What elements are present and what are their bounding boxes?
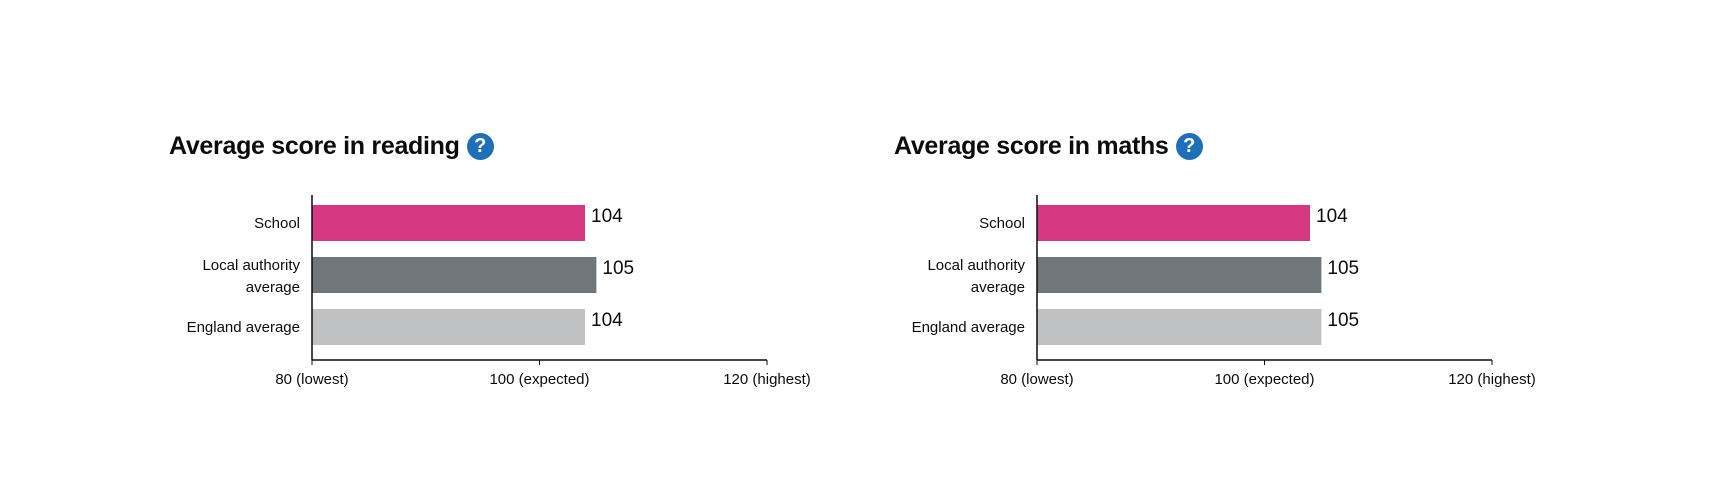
bar [312,309,585,345]
category-label: England average [912,319,1025,336]
category-label: School [254,215,300,232]
reading-chart-panel: Average score in reading ? 104 School 105 L… [169,0,889,496]
bar [1037,309,1322,345]
bar [1037,257,1322,293]
bar [312,257,597,293]
maths-bar-chart: 104 School 105 Local authority average 105 Eng… [912,195,1536,388]
category-label: Local authority [927,257,1025,274]
maths-chart-panel: Average score in maths ? 104 School 105 Loc… [894,0,1614,496]
value-label: 104 [591,206,623,227]
tick-label: 100 (expected) [1214,371,1314,388]
category-label: average [246,279,300,296]
value-label: 105 [602,258,634,279]
bar [1037,205,1310,241]
maths-chart-title: Average score in maths ? [894,128,1203,164]
question-icon[interactable]: ? [466,132,494,160]
question-icon[interactable]: ? [1175,132,1203,160]
value-label: 104 [1316,206,1348,227]
maths-chart-title-text: Average score in maths [894,131,1169,160]
reading-chart-title-text: Average score in reading [169,131,460,160]
tick-label: 120 (highest) [723,371,811,388]
value-label: 105 [1327,258,1359,279]
tick-label: 80 (lowest) [1000,371,1073,388]
tick-label: 100 (expected) [489,371,589,388]
category-label: Local authority [202,257,300,274]
category-label: England average [187,319,300,336]
reading-bar-chart: 104 School 105 Local authority average 104 Eng… [187,195,811,388]
value-label: 105 [1327,310,1359,331]
reading-chart-title: Average score in reading ? [169,128,494,164]
category-label: average [971,279,1025,296]
bar [312,205,585,241]
tick-label: 120 (highest) [1448,371,1536,388]
tick-label: 80 (lowest) [275,371,348,388]
value-label: 104 [591,310,623,331]
category-label: School [979,215,1025,232]
